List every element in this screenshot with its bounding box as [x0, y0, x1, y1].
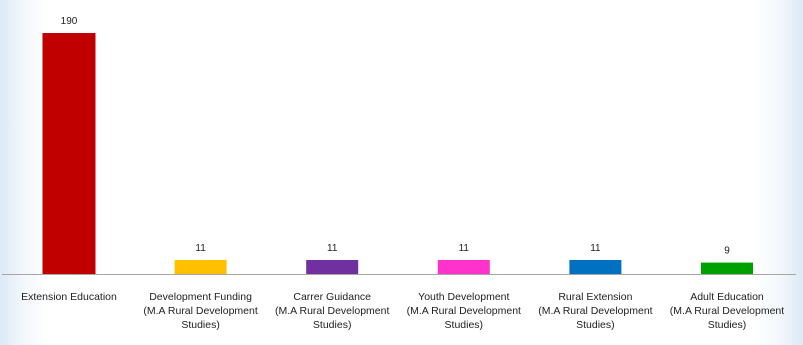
bar-value-label: 11: [459, 243, 470, 254]
bar: [174, 260, 227, 274]
bar-value-label: 190: [61, 16, 78, 27]
category-label-line: Development Funding: [149, 291, 252, 303]
category-label: Youth Development (M.A Rural Development S…: [407, 291, 521, 331]
category-label: Carrer Guidance (M.A Rural Development Stu…: [275, 291, 389, 331]
bar-value-label: 11: [195, 243, 206, 254]
category-label: Extension Education: [21, 291, 117, 303]
category-label-line: Studies): [708, 319, 747, 331]
bar: [569, 260, 622, 274]
category-label-line: Adult Education: [690, 291, 764, 303]
bar-value-label: 11: [590, 243, 601, 254]
category-label-line: (M.A Rural Development: [275, 305, 389, 317]
category-label-line: (M.A Rural Development: [538, 305, 652, 317]
category-label-line: Rural Extension: [558, 291, 632, 303]
category-label-line: Studies): [313, 319, 352, 331]
category-label-line: Carrer Guidance: [293, 291, 371, 303]
category-label-line: (M.A Rural Development: [143, 305, 257, 317]
category-label: Rural Extension (M.A Rural Development Stu…: [538, 291, 652, 331]
category-label-line: Studies): [445, 319, 484, 331]
bar: [306, 260, 359, 274]
category-label-line: Studies): [181, 319, 220, 331]
category-label: Development Funding (M.A Rural Developmen…: [143, 291, 257, 331]
category-label-line: (M.A Rural Development: [407, 305, 521, 317]
bar: [701, 262, 753, 274]
category-label-line: (M.A Rural Development: [670, 305, 784, 317]
bar: [437, 260, 490, 274]
category-label-line: Studies): [576, 319, 615, 331]
bar-value-label: 9: [724, 246, 730, 257]
category-label-line: Extension Education: [21, 291, 117, 303]
category-label: Adult Education (M.A Rural Development Stu…: [670, 291, 784, 331]
bar-value-label: 11: [327, 243, 338, 254]
bar: [42, 33, 96, 274]
category-label-line: Youth Development: [418, 291, 509, 303]
